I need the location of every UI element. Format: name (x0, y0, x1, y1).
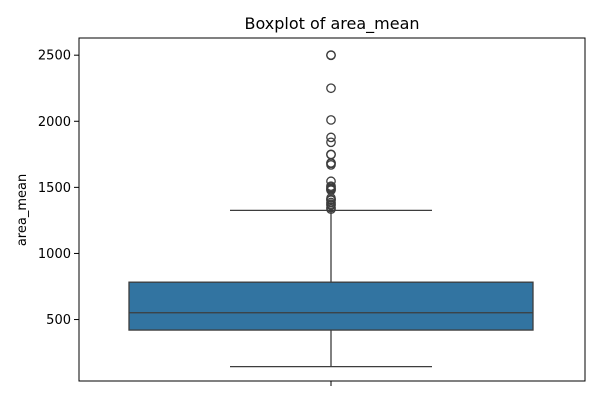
outlier-point (326, 158, 336, 168)
y-tick-label: 500 (46, 313, 71, 328)
y-tick-label: 2500 (38, 49, 71, 64)
y-tick-label: 2000 (38, 115, 71, 130)
outlier-point (326, 149, 336, 160)
outlier-point (326, 181, 336, 192)
outlier-point (326, 83, 336, 94)
y-tick-label: 1000 (38, 247, 71, 262)
outlier-point (326, 115, 336, 125)
chart-title: Boxplot of area_mean (244, 14, 419, 34)
iqr-box (128, 281, 534, 331)
outlier-point (326, 50, 336, 60)
y-axis-label: area_mean (15, 174, 30, 246)
outlier-point (326, 132, 336, 143)
outlier-point (326, 176, 336, 187)
boxplot-series (128, 50, 534, 368)
y-tick-label: 1500 (38, 181, 71, 196)
outlier-point (326, 137, 336, 148)
y-axis: 500 1000 1500 2000 2500 (38, 49, 79, 328)
plot-frame (78, 37, 586, 382)
